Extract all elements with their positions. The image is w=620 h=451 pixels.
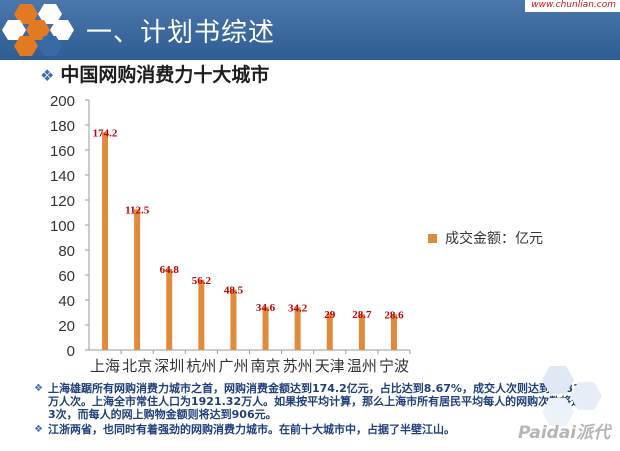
y-tick-label: 20 <box>58 318 75 335</box>
chart-subtitle: ❖ 中国网购消费力十大城市 <box>40 60 269 87</box>
y-tick-label: 60 <box>58 268 75 285</box>
data-label: 56.2 <box>192 275 212 287</box>
y-tick-label: 160 <box>50 143 75 160</box>
chart-subtitle-text: 中国网购消费力十大城市 <box>60 64 270 86</box>
x-tick-label: 宁波 <box>379 357 409 375</box>
data-label: 29 <box>324 309 336 321</box>
note-text: 江浙两省，也同时有着强劲的网购消费力城市。在前十大城市中，占据了半壁江山。 <box>48 423 455 436</box>
y-tick-label: 180 <box>50 118 75 135</box>
legend-label: 成交金额：亿元 <box>445 231 543 247</box>
diamond-bullet-icon: ❖ <box>34 383 43 394</box>
x-tick-label: 上海 <box>90 357 120 375</box>
note-item: ❖ 上海雄踞所有网购消费力城市之首，网购消费金额达到174.2亿元，占比达到8.… <box>34 382 594 421</box>
data-label: 28.6 <box>384 309 404 321</box>
x-tick-label: 南京 <box>251 357 281 375</box>
bar <box>134 209 141 350</box>
data-label: 48.5 <box>224 284 244 296</box>
x-tick-label: 广州 <box>218 357 248 375</box>
bar <box>198 279 205 350</box>
data-label: 34.2 <box>288 302 308 314</box>
note-item: ❖ 江浙两省，也同时有着强劲的网购消费力城市。在前十大城市中，占据了半壁江山。 <box>34 423 594 436</box>
x-tick-label: 天津 <box>315 357 345 375</box>
data-label: 34.6 <box>256 302 276 314</box>
bar <box>358 314 365 350</box>
diamond-bullet-icon: ❖ <box>34 424 43 435</box>
brand-logo: www.chunlian.com <box>525 0 620 12</box>
x-tick-label: 北京 <box>122 357 152 375</box>
x-tick-label: 温州 <box>347 357 377 375</box>
bar <box>262 306 269 350</box>
data-label: 64.8 <box>160 264 180 276</box>
x-tick-label: 杭州 <box>186 357 216 375</box>
bar <box>230 289 237 350</box>
y-tick-label: 120 <box>50 193 75 210</box>
y-tick-label: 80 <box>58 243 75 260</box>
notes-section: ❖ 上海雄踞所有网购消费力城市之首，网购消费金额达到174.2亿元，占比达到8.… <box>34 382 594 438</box>
note-text: 上海雄踞所有网购消费力城市之首，网购消费金额达到174.2亿元，占比达到8.67… <box>48 382 594 421</box>
brand-logo-text: www.chunlian.com <box>531 0 616 10</box>
chart-legend: 成交金额：亿元 <box>428 228 543 248</box>
bar <box>294 307 301 350</box>
watermark-text: Paidai派代 <box>518 423 611 443</box>
bar <box>166 269 173 350</box>
data-label: 174.2 <box>93 127 118 139</box>
diamond-bullet-icon: ❖ <box>40 66 55 85</box>
bar <box>102 132 109 350</box>
y-tick-label: 40 <box>58 293 75 310</box>
x-tick-label: 深圳 <box>154 357 184 375</box>
data-label: 112.5 <box>125 204 150 216</box>
data-label: 28.7 <box>352 309 372 321</box>
hexagon-logo-icon <box>2 4 74 56</box>
bar <box>390 314 397 350</box>
legend-swatch <box>428 233 437 243</box>
decorative-hexagons-icon <box>542 366 602 426</box>
bar <box>326 313 333 350</box>
x-tick-label: 苏州 <box>283 357 313 375</box>
y-tick-label: 200 <box>50 93 75 110</box>
y-tick-label: 100 <box>50 218 75 235</box>
y-tick-label: 140 <box>50 168 75 185</box>
page-title: 一、计划书综述 <box>86 18 276 48</box>
title-banner: 一、计划书综述 www.chunlian.com <box>0 0 620 60</box>
y-tick-label: 0 <box>67 343 75 360</box>
